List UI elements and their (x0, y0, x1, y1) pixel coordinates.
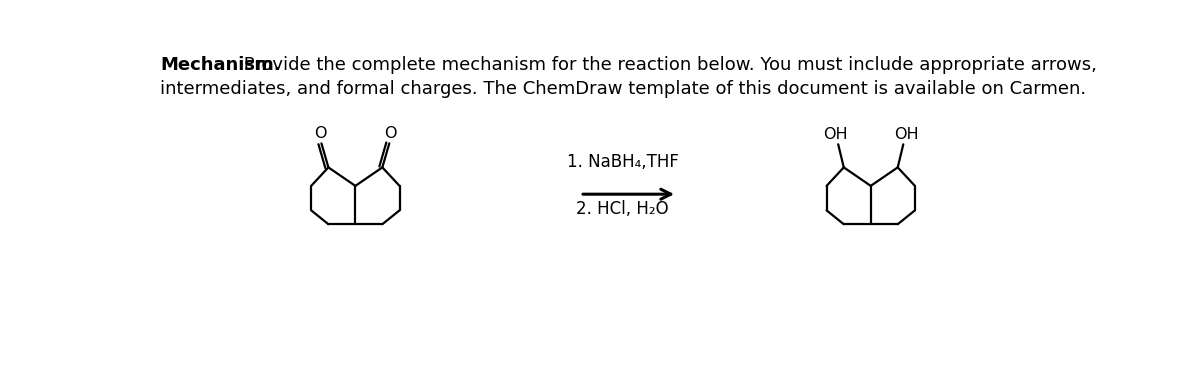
Text: 1. NaBH₄,THF: 1. NaBH₄,THF (566, 153, 679, 171)
Text: Mechanism.: Mechanism. (160, 55, 281, 74)
Text: 2. HCl, H₂O: 2. HCl, H₂O (576, 200, 670, 218)
Text: O: O (385, 126, 397, 141)
Text: O: O (313, 126, 326, 141)
Text: OH: OH (894, 127, 919, 142)
Text: OH: OH (823, 127, 847, 142)
Text: intermediates, and formal charges. The ChemDraw template of this document is ava: intermediates, and formal charges. The C… (160, 80, 1086, 98)
Text: Provide the complete mechanism for the reaction below. You must include appropri: Provide the complete mechanism for the r… (238, 55, 1097, 74)
